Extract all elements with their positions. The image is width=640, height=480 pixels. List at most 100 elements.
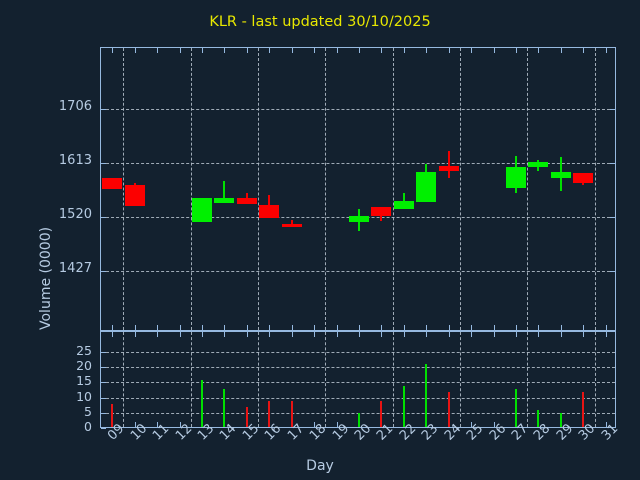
day-gridline (325, 332, 327, 427)
day-axis-tick (157, 48, 159, 53)
candle-body (191, 197, 212, 222)
candle-wick (245, 192, 248, 204)
candle-body (124, 185, 145, 206)
volume-axis-label: 15 (76, 373, 92, 389)
candle-body (371, 207, 392, 216)
day-gridline (527, 332, 529, 427)
day-axis-tick (605, 332, 607, 337)
day-axis-tick (224, 325, 226, 330)
day-axis-tick (381, 325, 383, 330)
day-axis-tick (179, 325, 181, 330)
day-axis-tick (246, 48, 248, 53)
candle-body (528, 162, 549, 168)
day-axis-tick (246, 332, 248, 337)
day-gridline (594, 332, 596, 427)
day-axis-tick (426, 325, 428, 330)
candle-body (438, 165, 459, 171)
volume-bar (380, 401, 383, 427)
volume-bar (223, 388, 226, 427)
day-axis-tick (112, 332, 114, 337)
day-axis-tick (516, 325, 518, 330)
day-axis-tick (291, 332, 293, 337)
volume-axis-tick (101, 351, 106, 353)
price-gridline (101, 163, 615, 164)
day-axis-tick (201, 48, 203, 53)
day-axis-tick (583, 48, 585, 53)
day-axis-tick (314, 422, 316, 427)
volume-bar (402, 385, 405, 427)
day-gridline (459, 48, 461, 330)
day-axis-tick (471, 332, 473, 337)
day-axis-tick (426, 332, 428, 337)
candle-body (102, 177, 123, 190)
day-axis-tick (112, 325, 114, 330)
volume-bar (582, 391, 585, 427)
day-axis-tick (157, 325, 159, 330)
day-axis-tick (269, 48, 271, 53)
day-axis-tick (246, 325, 248, 330)
volume-bar (245, 407, 248, 427)
volume-bar (290, 401, 293, 427)
volume-plot-area (100, 331, 616, 429)
day-gridline (392, 332, 394, 427)
day-gridline (190, 332, 192, 427)
day-axis-tick (134, 48, 136, 53)
day-axis-tick (605, 48, 607, 53)
day-axis-tick (448, 325, 450, 330)
day-axis-tick (560, 48, 562, 53)
volume-axis-label: 5 (84, 403, 92, 419)
day-axis-tick (538, 332, 540, 337)
volume-bar (515, 388, 518, 427)
candle-body (393, 200, 414, 210)
price-axis-tick-right (610, 163, 615, 164)
day-axis-tick (605, 325, 607, 330)
chart-title: KLR - last updated 30/10/2025 (209, 14, 431, 30)
price-axis-label: 1706 (58, 99, 92, 114)
volume-bar (537, 410, 540, 427)
day-axis-tick (179, 422, 181, 427)
candle-body (550, 172, 571, 178)
candle-body (236, 198, 257, 204)
day-gridline (527, 48, 529, 330)
day-axis-tick (493, 325, 495, 330)
day-gridline (258, 48, 260, 330)
day-gridline (325, 48, 327, 330)
price-axis-tick (101, 217, 106, 218)
price-gridline (101, 109, 615, 110)
day-axis-tick (336, 325, 338, 330)
price-plot-area (100, 47, 616, 331)
volume-gridline (101, 397, 615, 399)
day-axis-tick (605, 422, 607, 427)
volume-axis-tick (101, 367, 106, 368)
day-axis-tick (201, 332, 203, 337)
price-axis-tick (101, 163, 106, 164)
candle-body (281, 223, 302, 227)
volume-bar (559, 413, 562, 427)
day-axis-tick (359, 325, 360, 330)
day-gridline (459, 332, 461, 427)
day-axis-tick (493, 48, 495, 53)
day-axis-tick (359, 48, 360, 53)
day-axis-tick (403, 332, 405, 337)
price-axis-label: 1427 (58, 261, 92, 276)
price-axis-tick (101, 271, 106, 272)
price-axis-tick-right (610, 271, 615, 272)
day-axis-tick (471, 325, 473, 330)
volume-axis-label: 20 (76, 358, 92, 373)
day-axis-tick (516, 332, 518, 337)
day-axis-tick (314, 332, 316, 337)
price-axis-tick (101, 109, 106, 110)
candle-body (259, 204, 280, 218)
day-axis-tick (224, 48, 226, 53)
day-axis-tick (224, 332, 226, 337)
day-axis-tick (448, 332, 450, 337)
day-axis-tick (157, 422, 159, 427)
candle-body (573, 173, 594, 183)
day-axis-tick (583, 332, 585, 337)
volume-axis-tick (101, 382, 106, 384)
volume-bar (425, 364, 428, 427)
volume-gridline (101, 412, 615, 414)
day-gridline (594, 48, 596, 330)
candle-wick (290, 219, 293, 227)
